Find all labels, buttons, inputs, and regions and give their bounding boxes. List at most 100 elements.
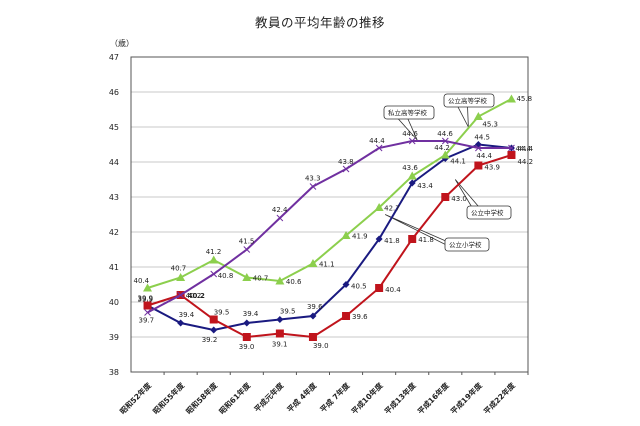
triangle-marker <box>176 273 186 281</box>
square-marker <box>242 333 251 341</box>
callout-公立中学校: 公立中学校 <box>466 205 512 220</box>
square-marker <box>474 161 483 170</box>
square-marker <box>408 235 417 243</box>
data-label: 44.2 <box>517 158 533 166</box>
triangle-marker <box>407 171 417 180</box>
triangle-marker <box>473 112 483 120</box>
y-tick-label: 44 <box>109 158 119 167</box>
data-label: 45.3 <box>482 121 498 129</box>
data-label: 43.0 <box>451 195 467 203</box>
x-tick-label: 平成22年度 <box>481 380 517 416</box>
data-label: 41.5 <box>239 238 255 246</box>
data-label: 40.4 <box>134 277 150 285</box>
triangle-marker <box>374 203 384 211</box>
x-tick-label: 平成 4年度 <box>285 380 319 414</box>
callout-label: 私立高等学校 <box>388 108 428 117</box>
square-marker <box>275 329 284 338</box>
data-series <box>143 94 516 341</box>
data-label: 40.4 <box>385 286 401 294</box>
x-tick-label: 平成16年度 <box>415 380 451 416</box>
data-label: 45.8 <box>516 95 532 103</box>
data-label: 40.2 <box>186 292 202 300</box>
y-tick-label: 38 <box>109 368 119 377</box>
triangle-marker <box>341 231 351 239</box>
y-tick-label: 46 <box>109 88 119 97</box>
diamond-marker <box>177 319 185 327</box>
square-marker <box>308 333 317 341</box>
series-私立高等学校 <box>144 137 515 316</box>
x-tick-label: 平成 7年度 <box>318 380 352 414</box>
data-label: 39.0 <box>313 342 329 350</box>
square-marker <box>441 193 450 201</box>
triangle-marker <box>143 283 153 292</box>
data-label: 40.6 <box>286 278 302 286</box>
callout-label: 公立高等学校 <box>448 96 488 105</box>
y-tick-label: 40 <box>109 298 119 307</box>
data-label: 39.2 <box>202 336 218 344</box>
y-tick-label: 45 <box>109 123 119 132</box>
square-marker <box>209 315 218 324</box>
data-label: 39.9 <box>138 296 154 304</box>
data-label: 44.6 <box>402 130 418 138</box>
series-line <box>147 98 512 289</box>
data-label: 41.9 <box>352 233 368 241</box>
series-line <box>147 140 512 314</box>
triangle-marker <box>506 94 516 103</box>
data-label: 41.8 <box>418 236 434 244</box>
data-label: 44.5 <box>474 134 490 142</box>
square-marker <box>143 301 152 310</box>
diamond-marker <box>408 179 416 187</box>
data-label: 40.2 <box>188 292 205 300</box>
data-label: 43.8 <box>338 158 354 166</box>
data-label: 39.5 <box>214 309 230 317</box>
data-label: 40.7 <box>253 275 269 283</box>
data-label: 44.1 <box>450 158 466 166</box>
callout-label: 公立中学校 <box>471 208 504 217</box>
axes <box>130 56 529 375</box>
callout-label: 公立小学校 <box>449 240 482 249</box>
callout-公立高等学校: 公立高等学校 <box>443 93 495 108</box>
y-axis-ticks: 38 39 40 41 42 43 44 45 46 47 <box>109 53 119 377</box>
data-label: 44.4 <box>515 145 531 153</box>
data-label: 40.7 <box>171 265 187 273</box>
x-tick-label: 平成19年度 <box>448 380 484 416</box>
data-label: 39.4 <box>179 311 195 319</box>
x-tick-label: 昭和61年度 <box>217 380 253 416</box>
data-label: 39.6 <box>352 313 368 321</box>
callout-leaders <box>384 105 490 251</box>
series-line <box>147 143 512 332</box>
x-tick-label: 平成10年度 <box>349 380 385 416</box>
y-axis-unit-label: （歳） <box>110 39 134 48</box>
x-tick-label: 昭和55年度 <box>150 380 186 416</box>
x-tick-label: 昭和52年度 <box>117 380 153 416</box>
data-label: 39.0 <box>239 343 255 351</box>
square-marker <box>507 151 516 159</box>
data-label: 39.1 <box>272 341 288 349</box>
data-label: 43.3 <box>305 175 321 183</box>
data-label: 39.4 <box>243 310 259 318</box>
triangle-marker <box>308 259 318 267</box>
callout-私立高等学校: 私立高等学校 <box>383 105 435 120</box>
x-tick-label: 平成元年度 <box>252 380 286 414</box>
diamond-marker <box>375 235 383 243</box>
series-公立小学校 <box>144 141 515 334</box>
data-label: 43.6 <box>402 164 418 172</box>
diamond-marker <box>342 281 350 288</box>
data-label: 43.9 <box>484 164 500 172</box>
diamond-marker <box>210 326 218 334</box>
series-line <box>147 154 512 339</box>
series-公立高等学校 <box>143 94 516 292</box>
square-marker <box>375 284 384 292</box>
data-label: 40.5 <box>351 283 367 291</box>
data-label: 42.7 <box>384 205 400 213</box>
data-label: 44.2 <box>434 144 450 152</box>
data-label: 40.8 <box>218 272 234 280</box>
triangle-marker <box>440 150 450 159</box>
triangle-marker <box>242 273 252 281</box>
chart-title: 教員の平均年齢の推移 <box>254 15 385 30</box>
data-label: 39.7 <box>139 317 155 325</box>
data-label: 41.2 <box>206 248 222 256</box>
